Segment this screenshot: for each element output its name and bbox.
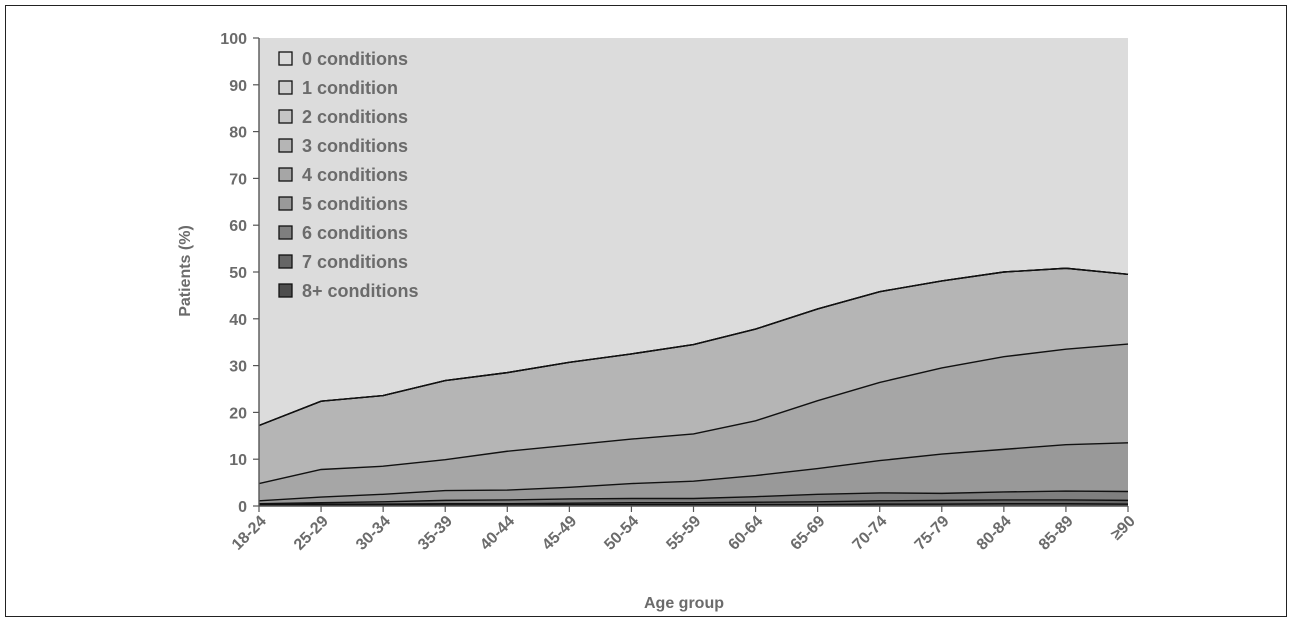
x-tick-label: 60-64 <box>725 513 766 554</box>
legend-swatch <box>279 168 292 181</box>
x-tick-label: 35-39 <box>415 513 456 554</box>
y-tick-label: 40 <box>229 312 247 329</box>
legend-label: 0 conditions <box>302 49 408 69</box>
legend-swatch <box>279 284 292 297</box>
x-tick-label: 85-89 <box>1036 513 1077 554</box>
y-tick-label: 80 <box>229 125 247 142</box>
legend-label: 4 conditions <box>302 165 408 185</box>
x-tick-label: 18-24 <box>229 513 270 554</box>
legend-swatch <box>279 226 292 239</box>
legend-swatch <box>279 139 292 152</box>
legend-label: 1 condition <box>302 78 398 98</box>
x-tick-label: 75-79 <box>912 513 953 554</box>
legend-swatch <box>279 81 292 94</box>
x-axis: 18-24 25-29 30-34 35-39 40-44 45-49 50-54 55-59… <box>229 506 1139 554</box>
legend-label: 7 conditions <box>302 252 408 272</box>
x-tick-label: 70-74 <box>850 513 891 554</box>
legend-label: 6 conditions <box>302 223 408 243</box>
y-tick-label: 90 <box>229 78 247 95</box>
x-tick-label: 65-69 <box>788 513 829 554</box>
y-axis: 0 10 20 30 40 50 60 70 80 90 100 <box>220 31 259 516</box>
y-tick-label: 30 <box>229 359 247 376</box>
legend-label: 3 conditions <box>302 136 408 156</box>
legend-swatch <box>279 110 292 123</box>
y-tick-label: 50 <box>229 265 247 282</box>
y-tick-label: 20 <box>229 405 247 422</box>
x-tick-label: 45-49 <box>539 513 580 554</box>
x-tick-label: 55-59 <box>663 513 704 554</box>
y-axis-title: Patients (%) <box>177 225 194 317</box>
x-tick-label: ≥90 <box>1108 513 1139 544</box>
legend-label: 8+ conditions <box>302 281 419 301</box>
legend-swatch <box>279 52 292 65</box>
y-tick-label: 10 <box>229 452 247 469</box>
legend-label: 5 conditions <box>302 194 408 214</box>
x-tick-label: 30-34 <box>353 513 394 554</box>
y-tick-label: 70 <box>229 171 247 188</box>
x-tick-label: 80-84 <box>974 513 1015 554</box>
x-tick-label: 25-29 <box>291 513 332 554</box>
y-tick-label: 60 <box>229 218 247 235</box>
legend-swatch <box>279 255 292 268</box>
y-tick-label: 0 <box>238 499 247 516</box>
legend-swatch <box>279 197 292 210</box>
x-tick-label: 50-54 <box>601 513 642 554</box>
x-axis-title: Age group <box>644 595 724 612</box>
y-tick-label: 100 <box>220 31 247 48</box>
x-tick-label: 40-44 <box>477 513 518 554</box>
legend-label: 2 conditions <box>302 107 408 127</box>
